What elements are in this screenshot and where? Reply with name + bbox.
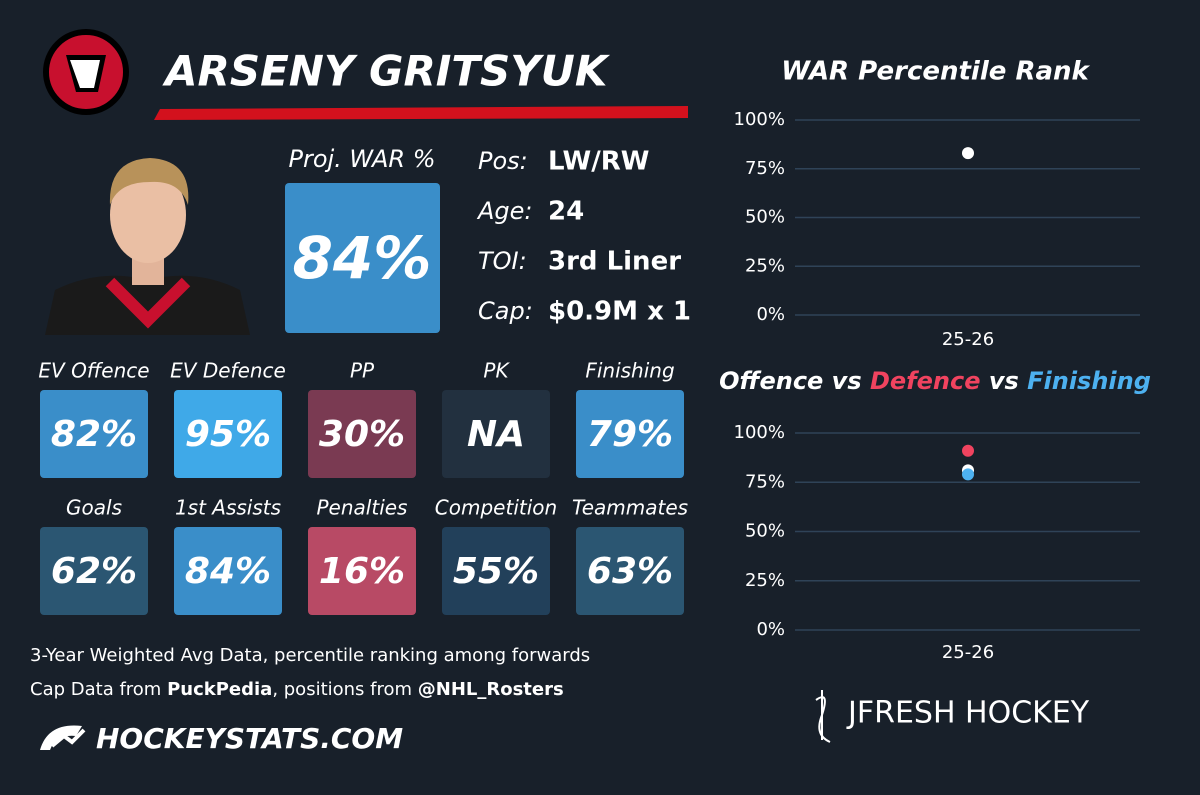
tile-value: NA: [467, 414, 525, 455]
player-photo: [45, 155, 250, 335]
x-tick-label: 25-26: [942, 329, 994, 350]
y-tick-label: 100%: [734, 109, 785, 130]
info-value: LW/RW: [548, 147, 649, 177]
x-tick-label: 25-26: [942, 642, 994, 663]
info-label: Age:: [476, 197, 533, 225]
summary-box: [285, 183, 440, 333]
y-tick-label: 75%: [745, 158, 785, 179]
info-label: Pos:: [478, 147, 528, 175]
player-name: ARSENY GRITSYUK: [162, 47, 611, 96]
tile-value: 79%: [587, 414, 673, 455]
y-tick-label: 100%: [734, 422, 785, 443]
tile: [442, 390, 550, 478]
footer-note: 3-Year Weighted Avg Data, percentile ran…: [30, 645, 590, 666]
tile-label: EV Offence: [38, 359, 149, 383]
credit-part: Cap Data from: [30, 679, 167, 700]
dot: [962, 444, 974, 457]
tile: [174, 390, 282, 478]
y-tick-label: 50%: [745, 207, 785, 228]
tile: [576, 390, 684, 478]
footer-credits: Cap Data from PuckPedia, positions from …: [30, 679, 564, 700]
name-underline: [154, 106, 688, 120]
tile: [308, 527, 416, 615]
tile-label: PP: [350, 359, 375, 383]
signature-logo: [815, 690, 831, 743]
tile-value: 30%: [319, 414, 405, 455]
tile-label: Finishing: [585, 359, 674, 383]
team-logo: [43, 29, 129, 115]
dot: [962, 147, 974, 160]
credit-part: , positions from: [272, 679, 417, 700]
chart-title: WAR Percentile Rank: [781, 57, 1090, 87]
info-label: TOI:: [478, 247, 527, 275]
tile-value: 62%: [51, 551, 137, 592]
summary-value: 84%: [293, 224, 432, 292]
title-connector: vs: [823, 367, 870, 395]
summary-label: Proj. WAR %: [288, 145, 435, 173]
brand: HOCKEYSTATS.COM: [96, 722, 403, 755]
tile-value: 82%: [51, 414, 137, 455]
y-tick-label: 25%: [745, 255, 785, 276]
signature: JFRESH HOCKEY: [846, 696, 1090, 731]
tile: [40, 390, 148, 478]
dot: [962, 468, 974, 481]
tile: [174, 527, 282, 615]
tile-value: 84%: [185, 551, 271, 592]
tile-value: 95%: [185, 414, 271, 455]
tile: [308, 390, 416, 478]
tile-label: Penalties: [317, 496, 408, 520]
tile-label: 1st Assists: [175, 496, 281, 520]
tile-label: EV Defence: [170, 359, 286, 383]
y-tick-label: 75%: [745, 471, 785, 492]
y-tick-label: 50%: [745, 521, 785, 542]
tile-label: Competition: [435, 496, 557, 520]
info-value: $0.9M x 1: [548, 297, 691, 327]
tile-value: 16%: [319, 551, 405, 592]
credit-part: @NHL_Rosters: [418, 679, 564, 700]
y-tick-label: 0%: [756, 619, 785, 640]
tile: [576, 527, 684, 615]
tile-label: Teammates: [572, 496, 688, 520]
legend-entry: Offence: [719, 367, 823, 395]
y-tick-label: 25%: [745, 570, 785, 591]
info-label: Cap:: [478, 297, 533, 325]
chart-title: Offence vs Defence vs Finishing: [719, 367, 1151, 395]
legend-entry: Defence: [870, 367, 981, 395]
y-tick-label: 0%: [756, 304, 785, 325]
tile: [40, 527, 148, 615]
info-value: 24: [548, 197, 584, 227]
tile-label: PK: [483, 359, 510, 383]
title-connector: vs: [980, 367, 1027, 395]
credit-part: PuckPedia: [167, 679, 272, 700]
tile-label: Goals: [66, 496, 122, 520]
tile: [442, 527, 550, 615]
tile-value: 63%: [587, 551, 673, 592]
legend-entry: Finishing: [1027, 367, 1151, 395]
tile-value: 55%: [453, 551, 539, 592]
info-value: 3rd Liner: [548, 247, 681, 277]
brand-logo: [40, 725, 86, 750]
